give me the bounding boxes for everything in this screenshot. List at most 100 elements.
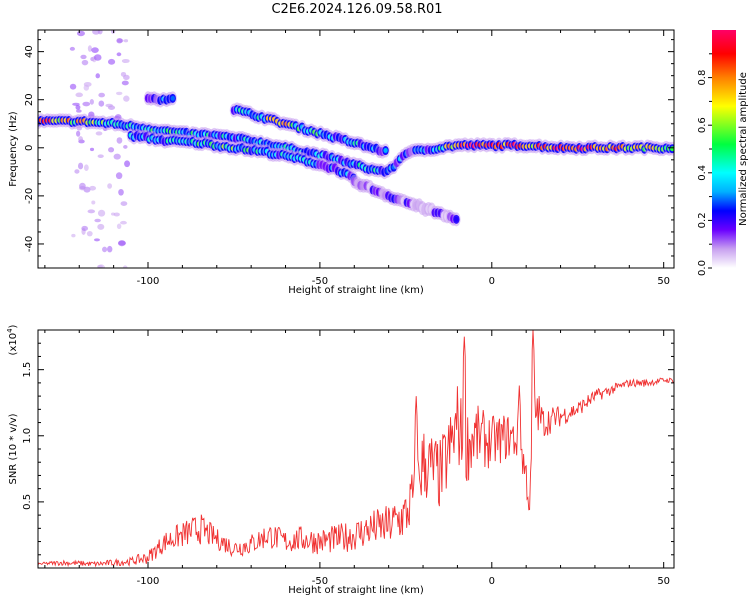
noise-speck <box>113 153 121 160</box>
noise-speck <box>116 91 123 96</box>
noise-speck <box>79 182 86 190</box>
y-tick-label: 0 <box>24 145 35 151</box>
noise-speck <box>77 162 84 170</box>
snr-xlabel: Height of straight line (km) <box>288 585 424 596</box>
colorbar-ticks: 0.0 0.2 0.4 0.6 0.8 <box>697 53 712 276</box>
noise-speck <box>110 30 116 34</box>
noise-speck <box>120 71 127 77</box>
noise-speck <box>124 160 131 168</box>
noise-speck <box>116 137 123 144</box>
noise-speck <box>121 58 130 64</box>
noise-speck <box>123 145 128 149</box>
noise-speck <box>118 240 126 246</box>
x-tick-label: -100 <box>137 576 160 587</box>
noise-speck <box>93 238 100 242</box>
colorbar-gradient <box>712 30 736 268</box>
spectrogram-ylabel: Frequency (Hz) <box>8 111 19 187</box>
noise-speck <box>87 45 92 52</box>
noise-speck <box>83 164 89 172</box>
colorbar: 0.0 0.2 0.4 0.6 0.8 Normalized spectral ampl… <box>697 30 749 276</box>
noise-speck <box>71 233 76 238</box>
noise-speck <box>120 201 128 206</box>
snr-marks <box>38 330 674 568</box>
spectrogram-xlabel: Height of straight line (km) <box>288 285 424 296</box>
snr-yscale: (x104) <box>6 324 19 355</box>
faint-tail-core <box>454 216 459 222</box>
noise-speck <box>86 230 93 237</box>
noise-speck <box>122 265 128 268</box>
noise-speck <box>94 218 101 223</box>
colorbar-tick-label: 0.6 <box>697 117 708 133</box>
noise-speck <box>97 154 104 158</box>
snr-panel: -100 -50 0 50 0.5 1.0 1.5 Height of straight l… <box>6 324 675 596</box>
y-tick-label: 40 <box>24 45 35 58</box>
upper-track-core <box>383 148 388 154</box>
x-tick-label: -50 <box>312 576 328 587</box>
noise-speck <box>98 92 105 98</box>
x-tick-label: -100 <box>137 276 160 287</box>
x-tick-label: 0 <box>489 576 495 587</box>
snr-ticks: -100 -50 0 50 0.5 1.0 1.5 <box>22 330 674 587</box>
noise-speck <box>107 183 113 189</box>
noise-speck <box>107 58 116 65</box>
noise-speck <box>76 30 85 37</box>
noise-speck <box>78 136 84 143</box>
noise-speck <box>108 148 113 152</box>
x-tick-label: 0 <box>489 276 495 287</box>
noise-speck <box>95 73 100 79</box>
noise-speck <box>75 92 83 98</box>
y-tick-label: 20 <box>24 93 35 106</box>
spectrogram-frame <box>37 29 675 269</box>
spectrogram-ticks: -100 -50 0 50 -40 -20 0 20 40 <box>24 30 674 287</box>
noise-speck <box>97 30 103 35</box>
noise-speck <box>97 223 105 230</box>
noise-speck <box>98 100 105 107</box>
snr-yscale-exp: 4 <box>6 328 14 333</box>
isolated-blob-core <box>170 95 175 101</box>
snr-series-line <box>38 330 674 568</box>
noise-speck <box>123 39 129 43</box>
noise-speck <box>81 225 88 232</box>
noise-speck <box>89 98 94 105</box>
noise-speck <box>116 223 122 230</box>
y-tick-label: 0.5 <box>22 494 33 510</box>
colorbar-tick-label: 0.2 <box>697 212 708 228</box>
snr-yscale-base: (x10 <box>8 333 19 356</box>
colorbar-tick-label: 0.0 <box>697 260 708 276</box>
noise-speck <box>87 209 96 214</box>
noise-speck <box>97 209 106 217</box>
noise-speck <box>115 172 123 180</box>
spectrogram-panel: -100 -50 0 50 -40 -20 0 20 40 Height of straight… <box>8 29 675 296</box>
colorbar-tick-label: 0.4 <box>697 165 708 181</box>
noise-speck <box>121 80 129 86</box>
noise-speck <box>116 38 123 44</box>
noise-speck <box>74 169 80 174</box>
noise-speck <box>91 200 96 205</box>
chart-title: C2E6.2024.126.09.58.R01 <box>271 2 443 17</box>
noise-speck <box>69 83 77 90</box>
y-tick-label: -20 <box>24 188 35 204</box>
noise-speck <box>83 84 90 91</box>
noise-speck <box>110 212 116 216</box>
noise-speck <box>116 52 122 57</box>
noise-speck <box>81 59 89 66</box>
noise-speck <box>118 188 124 196</box>
noise-speck <box>105 103 113 108</box>
noise-speck <box>97 264 105 268</box>
noise-speck <box>120 220 127 225</box>
noise-speck <box>80 54 87 60</box>
x-tick-label: -50 <box>312 276 328 287</box>
spectrogram-marks <box>38 30 674 268</box>
noise-speck <box>107 245 113 253</box>
noise-speck <box>123 95 130 102</box>
y-tick-label: -40 <box>24 236 35 252</box>
snr-ylabel: SNR (10 * v/v) <box>8 413 19 484</box>
noise-speck <box>75 104 81 110</box>
noise-speck <box>113 212 120 217</box>
colorbar-tick-label: 0.8 <box>697 70 708 86</box>
noise-speck <box>91 47 99 53</box>
noise-speck <box>95 131 103 136</box>
noise-speck <box>82 101 91 107</box>
noise-speck <box>76 109 82 113</box>
